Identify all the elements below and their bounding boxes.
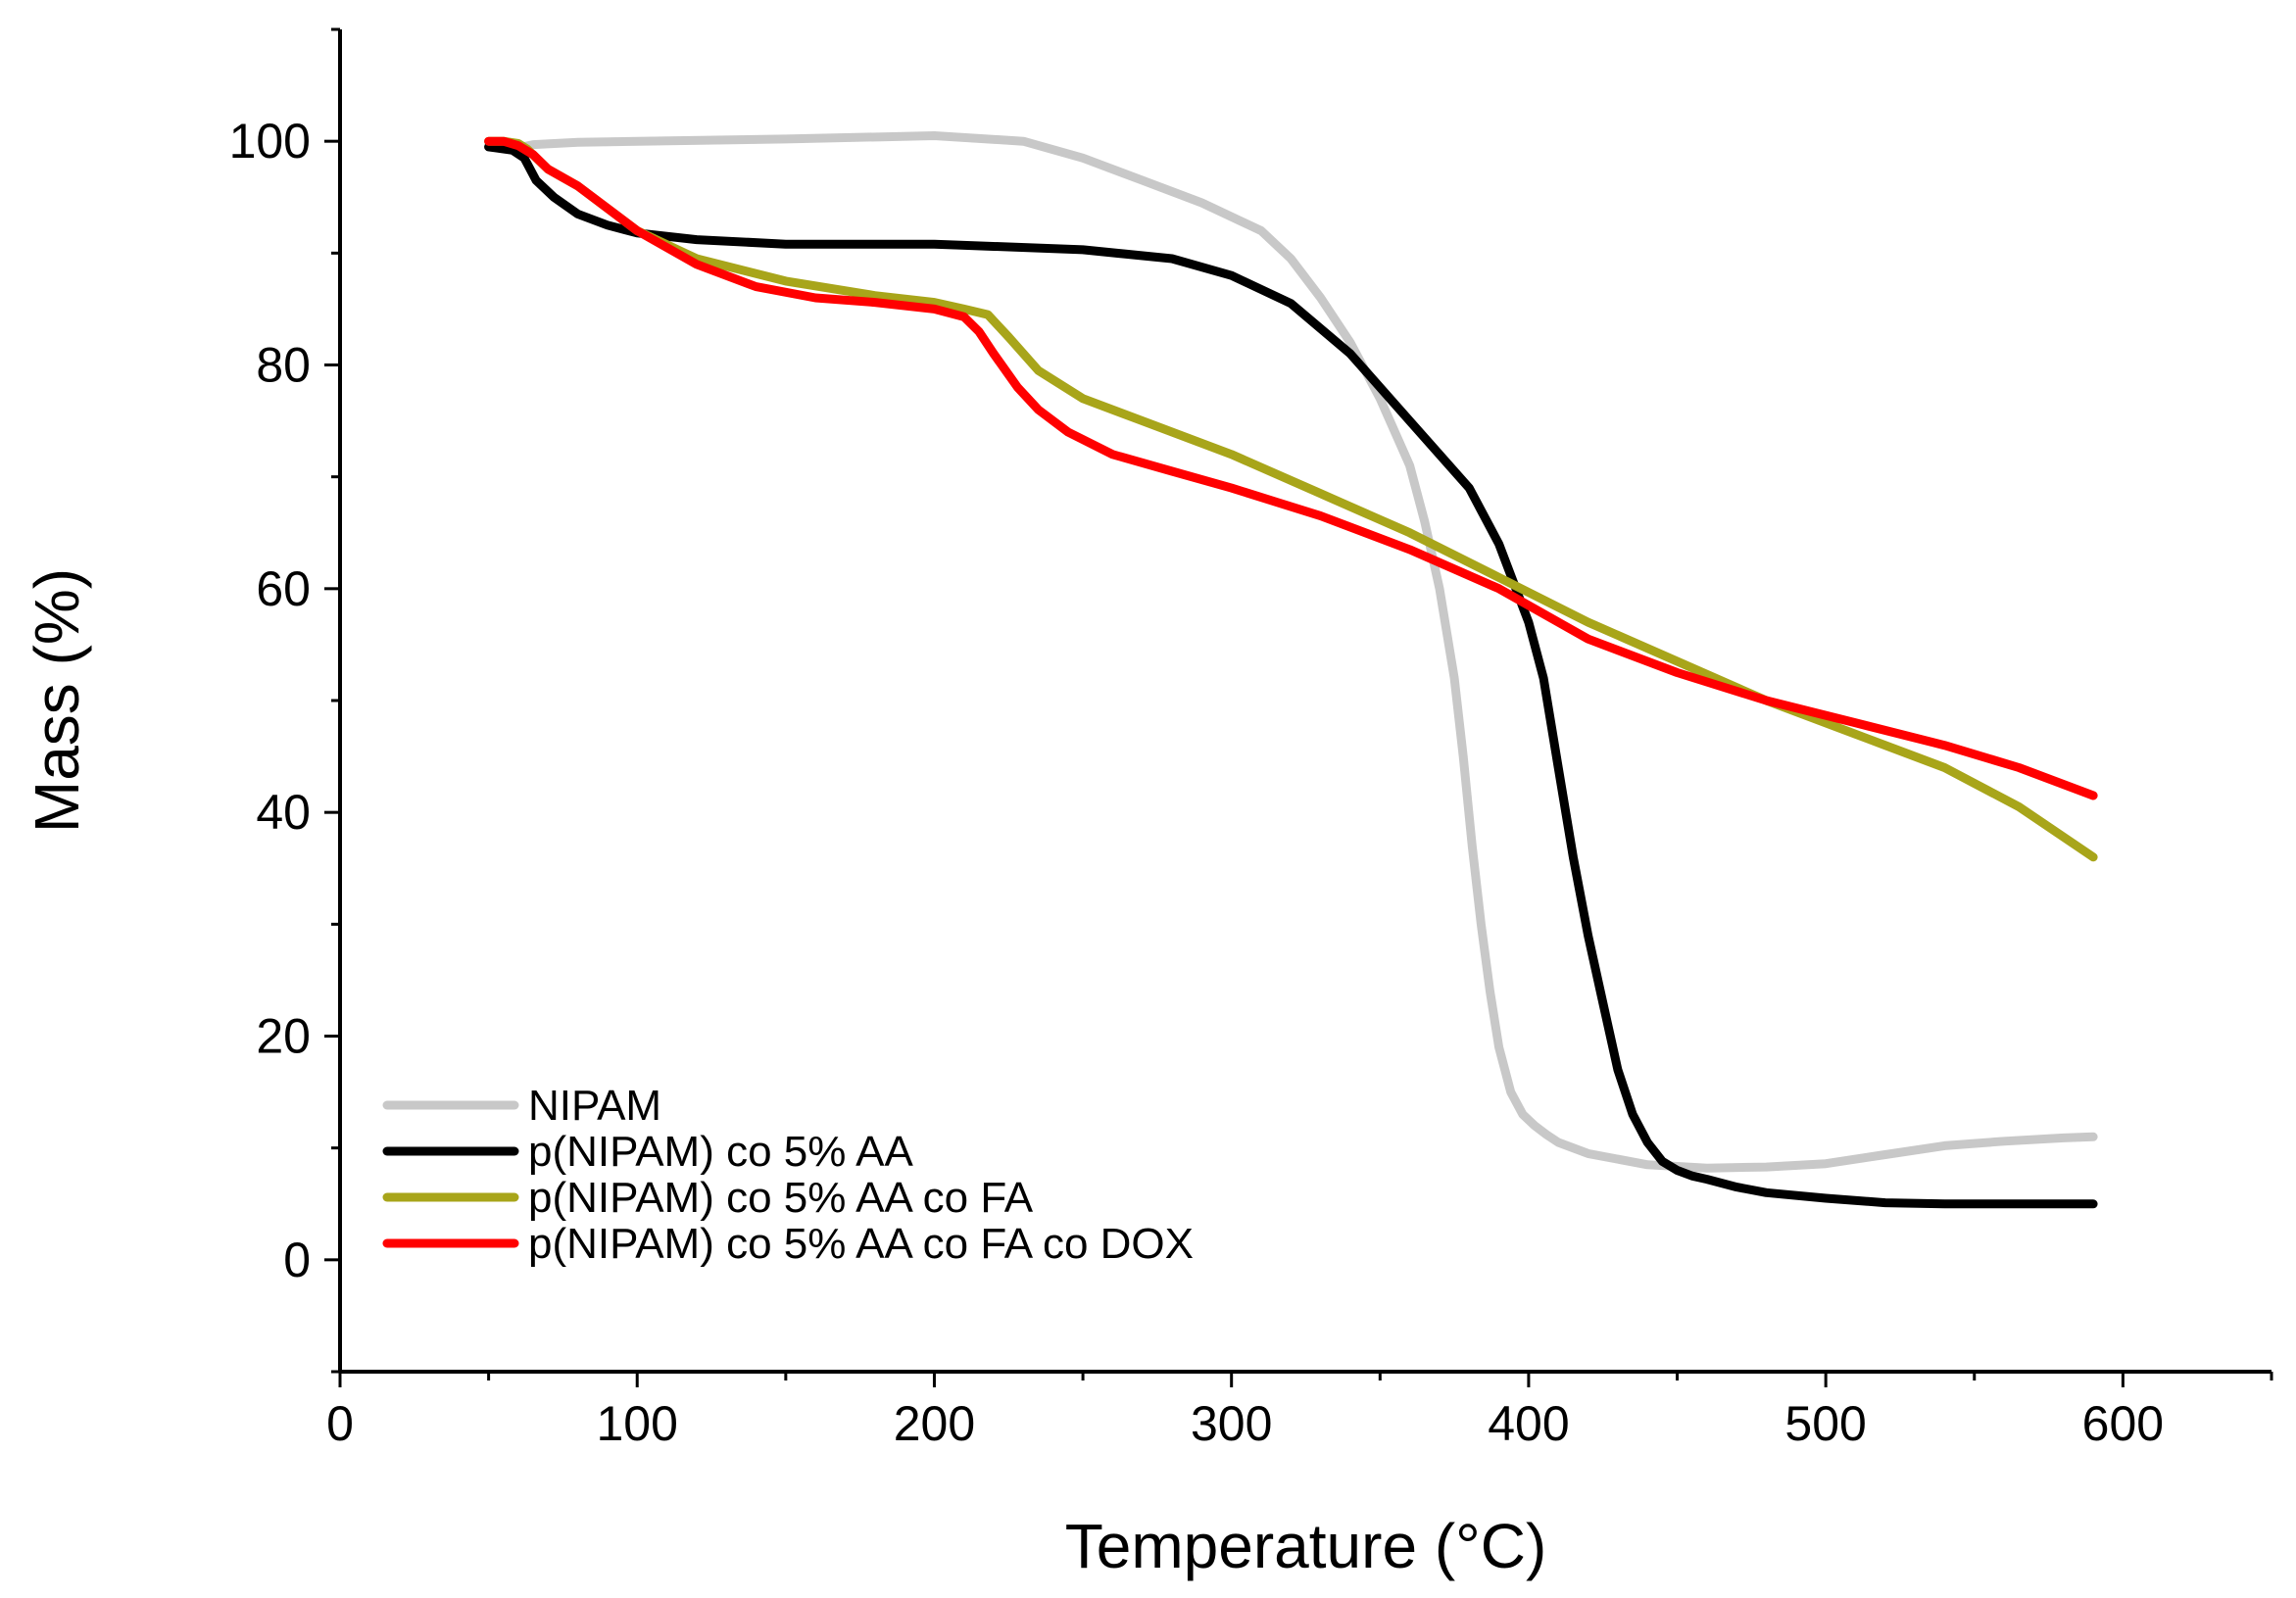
series-line-2: [484, 142, 2098, 1209]
y-tick-label: 100: [229, 114, 311, 169]
y-tick-label: 0: [283, 1233, 311, 1287]
legend-label: p(NIPAM) co 5% AA co FA co DOX: [528, 1220, 1194, 1268]
series-line-1: [484, 131, 2098, 1173]
x-tick-label: 500: [1784, 1396, 1866, 1451]
x-tick-label: 200: [894, 1396, 975, 1451]
axes: [324, 27, 2273, 1387]
x-axis-title: Temperature (°C): [1065, 1511, 1547, 1581]
y-tick-label: 40: [256, 785, 311, 840]
legend-label: p(NIPAM) co 5% AA: [528, 1128, 914, 1176]
series-layer: [484, 131, 2098, 1209]
y-tick-label: 60: [256, 561, 311, 616]
y-axis-title: Mass (%): [22, 568, 92, 833]
y-tick-label: 80: [256, 338, 311, 393]
series-line-3: [484, 136, 2098, 862]
legend-label: NIPAM: [528, 1082, 661, 1130]
x-tick-label: 400: [1488, 1396, 1569, 1451]
series-line-4: [484, 136, 2098, 800]
x-tick-label: 300: [1191, 1396, 1272, 1451]
y-tick-label: 20: [256, 1009, 311, 1064]
x-tick-label: 600: [2082, 1396, 2164, 1451]
x-tick-label: 0: [326, 1396, 354, 1451]
labels: 0 100 200 300 400 500 600 0 20 40 60 80 100 Temperatu…: [22, 114, 2164, 1581]
legend-label: p(NIPAM) co 5% AA co FA: [528, 1174, 1034, 1222]
x-tick-label: 100: [597, 1396, 678, 1451]
